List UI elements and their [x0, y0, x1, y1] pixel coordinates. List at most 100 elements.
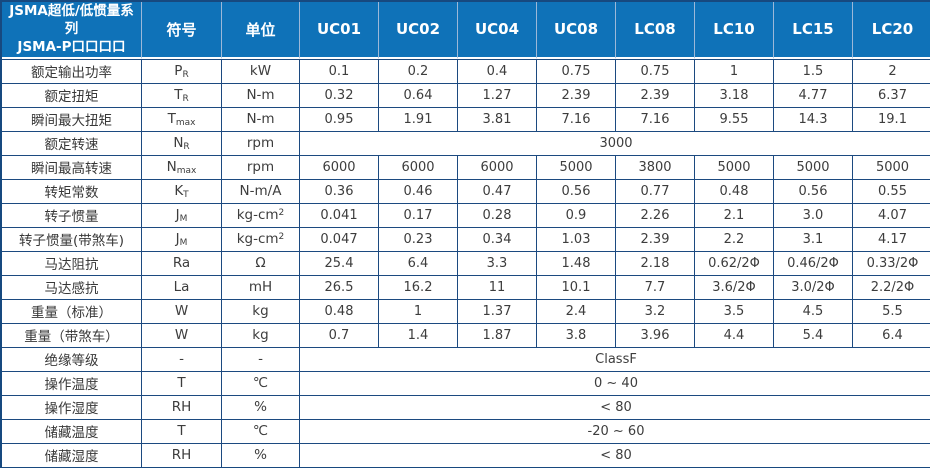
row-label: 绝缘等级	[2, 347, 142, 372]
col-header-model-uc02: UC02	[379, 2, 458, 59]
value-cell: 2.18	[616, 251, 695, 276]
symbol-text: T	[174, 86, 183, 103]
unit-text: N-m	[246, 87, 275, 104]
symbol-cell: RH	[142, 395, 222, 420]
unit-cell: kg	[222, 299, 300, 324]
value-cell: 5000	[774, 155, 853, 180]
value-cell: 4.5	[774, 299, 853, 324]
value-cell: 4.4	[695, 323, 774, 348]
symbol-text: La	[173, 279, 190, 296]
value-cell: 3.81	[458, 107, 537, 132]
symbol-subscript: max	[176, 165, 197, 176]
symbol-text: W	[174, 303, 189, 320]
symbol-subscript: max	[175, 117, 196, 128]
unit-text: rpm	[246, 159, 275, 176]
symbol-cell: JM	[142, 227, 222, 252]
col-header-model-lc15: LC15	[774, 2, 853, 59]
value-cell: 3.18	[695, 83, 774, 108]
symbol-cell: RH	[142, 443, 222, 467]
value-cell: 0.9	[537, 203, 616, 228]
value-cell: 0.36	[300, 179, 379, 204]
row-label: 额定输出功率	[2, 58, 142, 84]
value-cell: 0.047	[300, 227, 379, 252]
merged-value-cell: < 80	[300, 443, 930, 467]
value-cell: 5000	[695, 155, 774, 180]
table-row: 额定扭矩 TR N-m 0.32 0.64 1.27 2.39 2.39 3.18 4.77 6.3…	[2, 83, 930, 108]
unit-cell: N-m/A	[222, 179, 300, 204]
unit-cell: kg	[222, 323, 300, 348]
value-cell: 0.55	[853, 179, 930, 204]
value-cell: 1.27	[458, 83, 537, 108]
unit-cell: %	[222, 443, 300, 467]
value-cell: 2.39	[616, 83, 695, 108]
symbol-subscript: R	[183, 141, 190, 152]
table-row: 储藏湿度 RH% < 80	[2, 443, 930, 467]
value-cell: 3.0/2Φ	[774, 275, 853, 300]
unit-text: %	[254, 399, 267, 416]
symbol-subscript: R	[182, 93, 189, 104]
value-cell: 4.77	[774, 83, 853, 108]
unit-superscript: 2	[278, 208, 285, 219]
value-cell: 6.4	[853, 323, 930, 348]
value-cell: 6000	[379, 155, 458, 180]
symbol-cell: W	[142, 323, 222, 348]
unit-text: kg-cm	[236, 207, 279, 224]
value-cell: 3.8	[537, 323, 616, 348]
symbol-cell: NR	[142, 131, 222, 156]
value-cell: 0.64	[379, 83, 458, 108]
unit-cell: kg-cm2	[222, 227, 300, 252]
table-row: 储藏温度 T ℃ -20 ~ 60	[2, 419, 930, 444]
value-cell: 19.1	[853, 107, 930, 132]
value-cell: 2.4	[537, 299, 616, 324]
value-cell: 3.2	[616, 299, 695, 324]
value-cell: 16.2	[379, 275, 458, 300]
value-cell: 1.03	[537, 227, 616, 252]
value-cell: 0.34	[458, 227, 537, 252]
value-cell: 3.0	[774, 203, 853, 228]
row-label: 重量（标准）	[2, 299, 142, 324]
unit-text: kW	[249, 63, 272, 80]
symbol-text: -	[179, 351, 184, 368]
unit-cell: N-m	[222, 83, 300, 108]
symbol-cell: Ra	[142, 251, 222, 276]
col-header-symbol: 符号	[142, 2, 222, 59]
table-row: 瞬间最大扭矩 Tmax N-m 0.95 1.91 3.81 7.16 7.16 9.55 14.…	[2, 107, 930, 132]
row-label: 操作湿度	[2, 395, 142, 420]
symbol-text: T	[167, 110, 176, 127]
merged-value-cell: 3000	[300, 131, 930, 156]
value-cell: 5.4	[774, 323, 853, 348]
value-cell: 14.3	[774, 107, 853, 132]
symbol-text: T	[177, 423, 186, 440]
value-cell: 0.1	[300, 58, 379, 84]
value-cell: 0.28	[458, 203, 537, 228]
value-cell: 5000	[853, 155, 930, 180]
value-cell: 5.5	[853, 299, 930, 324]
symbol-cell: La	[142, 275, 222, 300]
unit-cell: kg-cm2	[222, 203, 300, 228]
table-title: JSMA超低/低惯量系列 JSMA-P口口口口	[2, 2, 142, 59]
value-cell: 0.32	[300, 83, 379, 108]
value-cell: 1	[695, 58, 774, 84]
symbol-cell: W	[142, 299, 222, 324]
value-cell: 1.48	[537, 251, 616, 276]
unit-text: kg	[252, 303, 269, 320]
value-cell: 1.37	[458, 299, 537, 324]
symbol-cell: T	[142, 419, 222, 444]
row-label: 额定转速	[2, 131, 142, 156]
series-title-line2: JSMA-P口口口口	[17, 39, 126, 56]
value-cell: 7.7	[616, 275, 695, 300]
value-cell: 0.4	[458, 58, 537, 84]
value-cell: 25.4	[300, 251, 379, 276]
col-header-model-uc01: UC01	[300, 2, 379, 59]
symbol-text: W	[174, 327, 189, 344]
unit-cell: Ω	[222, 251, 300, 276]
unit-text: ℃	[252, 375, 269, 392]
value-cell: 1.87	[458, 323, 537, 348]
value-cell: 11	[458, 275, 537, 300]
value-cell: 6.4	[379, 251, 458, 276]
value-cell: 0.48	[695, 179, 774, 204]
value-cell: 26.5	[300, 275, 379, 300]
